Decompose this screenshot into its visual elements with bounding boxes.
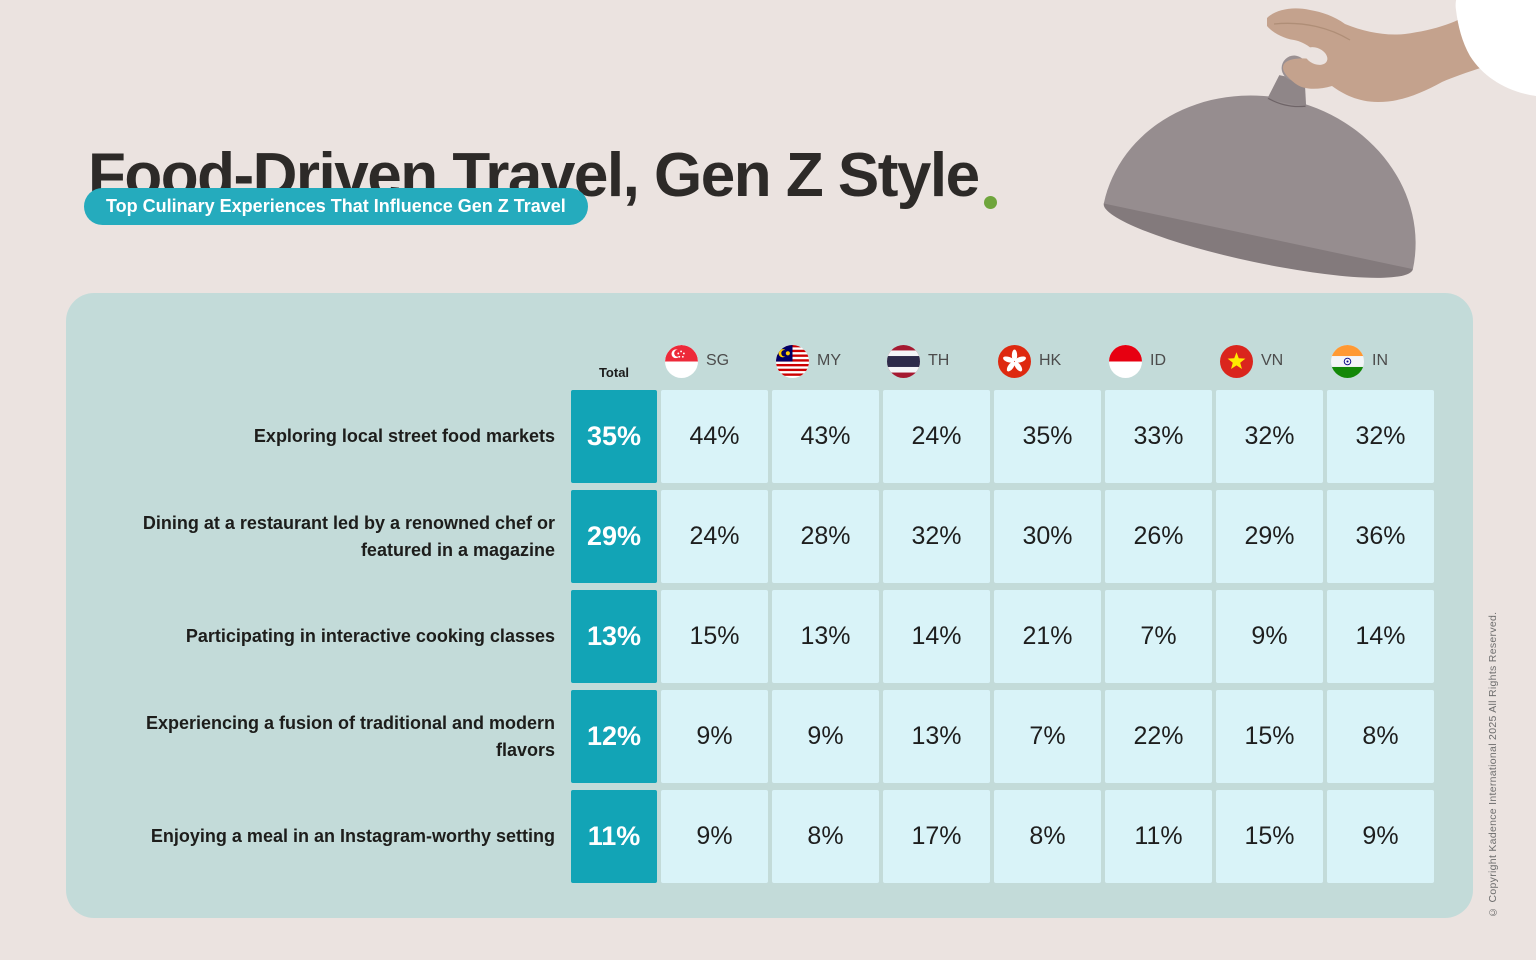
value-cell-in: 14% — [1327, 590, 1434, 683]
row-label: Dining at a restaurant led by a renowned… — [142, 513, 555, 560]
row-label: Exploring local street food markets — [253, 426, 555, 447]
column-header-in: IN — [1327, 339, 1434, 383]
value-cell-id: 22% — [1105, 690, 1212, 783]
flag-id-icon — [1109, 344, 1142, 378]
total-cell: 29% — [571, 490, 657, 583]
value-cell-my: 28% — [772, 490, 879, 583]
value-cell-sg: 9% — [661, 690, 768, 783]
value-cell-vn: 15% — [1216, 690, 1323, 783]
pinching-hand-icon — [1267, 0, 1536, 102]
total-cell: 11% — [571, 790, 657, 883]
column-header-total: Total — [598, 365, 630, 380]
value-cell-sg: 24% — [661, 490, 768, 583]
value-cell-hk: 8% — [994, 790, 1101, 883]
flag-vn-icon — [1220, 344, 1253, 378]
value-cell-vn: 29% — [1216, 490, 1323, 583]
value-cell-my: 9% — [772, 690, 879, 783]
value-cell-th: 24% — [883, 390, 990, 483]
flag-my-icon — [776, 344, 809, 378]
column-header-my: MY — [772, 339, 879, 383]
data-table-panel: Total SG MY TH HK ID VN IN Exploring local stree… — [66, 293, 1473, 918]
value-cell-th: 32% — [883, 490, 990, 583]
flag-sg-icon — [665, 344, 698, 378]
value-cell-th: 14% — [883, 590, 990, 683]
country-code-label: HK — [1039, 352, 1062, 369]
copyright-notice: © Copyright Kadence International 2025 A… — [1487, 611, 1499, 918]
value-cell-hk: 7% — [994, 690, 1101, 783]
title-accent-dot: . — [983, 195, 997, 209]
value-cell-th: 17% — [883, 790, 990, 883]
column-header-vn: VN — [1216, 339, 1323, 383]
value-cell-vn: 15% — [1216, 790, 1323, 883]
value-cell-in: 36% — [1327, 490, 1434, 583]
total-cell: 12% — [571, 690, 657, 783]
value-cell-id: 7% — [1105, 590, 1212, 683]
cloche-hand-illustration — [1103, 0, 1536, 278]
country-code-label: ID — [1150, 352, 1166, 369]
country-code-label: MY — [817, 352, 841, 369]
column-header-sg: SG — [661, 339, 768, 383]
row-label: Participating in interactive cooking cla… — [185, 626, 555, 647]
flag-th-icon — [887, 344, 920, 378]
table-corner-spacer — [86, 339, 567, 383]
value-cell-hk: 21% — [994, 590, 1101, 683]
total-cell: 35% — [571, 390, 657, 483]
row-label: Experiencing a fusion of traditional and… — [145, 713, 555, 760]
value-cell-my: 43% — [772, 390, 879, 483]
row-label: Enjoying a meal in an Instagram-worthy s… — [150, 826, 555, 847]
subtitle-badge: Top Culinary Experiences That Influence … — [84, 188, 588, 225]
value-cell-id: 11% — [1105, 790, 1212, 883]
country-code-label: SG — [706, 352, 730, 369]
value-cell-my: 8% — [772, 790, 879, 883]
flag-in-icon — [1331, 344, 1364, 378]
value-cell-sg: 9% — [661, 790, 768, 883]
value-cell-sg: 44% — [661, 390, 768, 483]
total-cell: 13% — [571, 590, 657, 683]
country-code-label: TH — [928, 352, 950, 369]
value-cell-vn: 9% — [1216, 590, 1323, 683]
value-cell-vn: 32% — [1216, 390, 1323, 483]
column-header-id: ID — [1105, 339, 1212, 383]
value-cell-hk: 35% — [994, 390, 1101, 483]
country-code-label: VN — [1261, 352, 1284, 369]
column-header-th: TH — [883, 339, 990, 383]
value-cell-id: 26% — [1105, 490, 1212, 583]
flag-hk-icon — [998, 344, 1031, 378]
value-cell-sg: 15% — [661, 590, 768, 683]
value-cell-hk: 30% — [994, 490, 1101, 583]
value-cell-th: 13% — [883, 690, 990, 783]
value-cell-in: 32% — [1327, 390, 1434, 483]
value-cell-in: 9% — [1327, 790, 1434, 883]
value-cell-in: 8% — [1327, 690, 1434, 783]
column-header-hk: HK — [994, 339, 1101, 383]
value-cell-id: 33% — [1105, 390, 1212, 483]
value-cell-my: 13% — [772, 590, 879, 683]
data-table: Total SG MY TH HK ID VN IN Exploring local stree… — [86, 339, 1434, 883]
country-code-label: IN — [1372, 352, 1388, 369]
